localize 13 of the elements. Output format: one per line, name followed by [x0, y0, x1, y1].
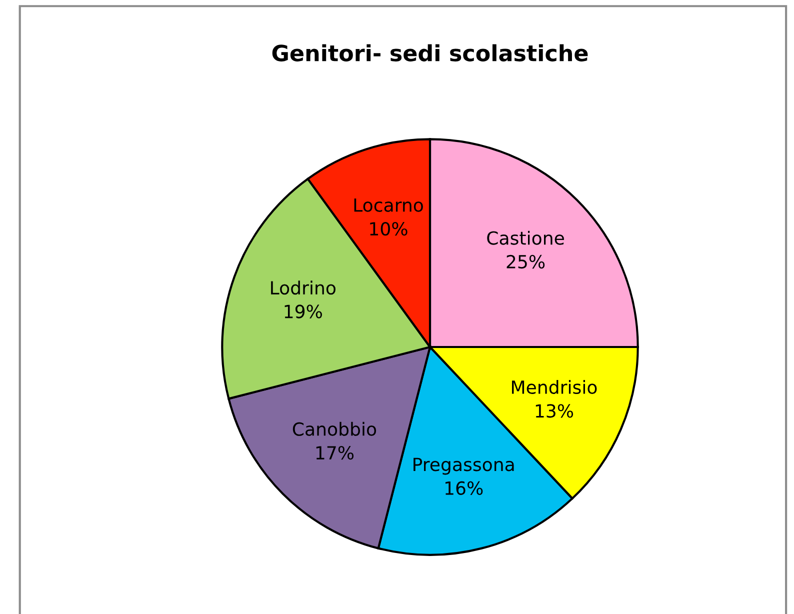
data-label: 19%: [284, 304, 322, 318]
data-label: 17%: [316, 446, 354, 460]
data-label: 16%: [446, 481, 483, 495]
slice-label: Pregassona: [414, 458, 514, 475]
chart-title: Genitori- sedi scolastiche: [272, 44, 588, 62]
slice-label: Mendrisio: [512, 380, 597, 394]
slice-label: Locarno: [354, 198, 423, 212]
slice-label: Canobbio: [292, 422, 376, 436]
data-label: 25%: [506, 254, 545, 269]
slice-label: Castione: [487, 230, 564, 245]
data-label: 13%: [536, 404, 574, 418]
data-label: 10%: [370, 222, 408, 236]
slice-label: Lodrino: [271, 280, 336, 295]
